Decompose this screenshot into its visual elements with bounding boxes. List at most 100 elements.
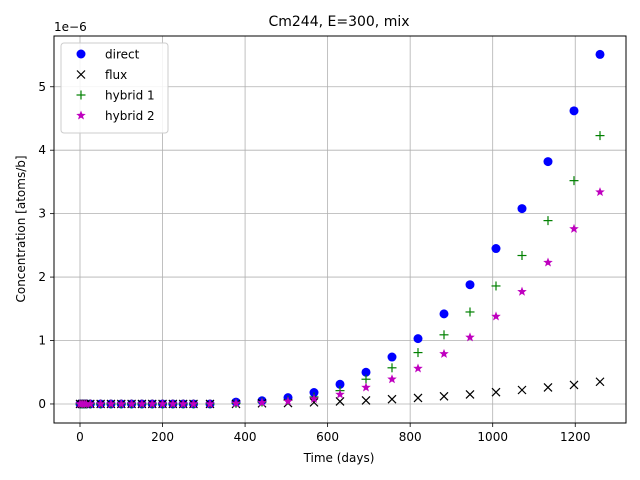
data-point-hybrid-2	[81, 398, 91, 409]
x-stroke	[361, 396, 371, 405]
y-tick-label: 4	[38, 143, 46, 157]
x-stroke	[309, 397, 319, 407]
data-point-hybrid-2	[106, 398, 116, 409]
legend-entry-hybrid-2: hybrid 2	[76, 109, 155, 123]
data-point-hybrid-2	[205, 398, 215, 409]
data-point-hybrid-1	[413, 348, 423, 358]
series-hybrid-2	[75, 187, 605, 409]
x-stroke	[595, 377, 605, 387]
x-axis-ticks: 0 200 400 600 800 1000 1200	[76, 423, 591, 444]
data-point-hybrid-2	[231, 398, 241, 408]
data-point-flux	[335, 397, 345, 406]
x-stroke	[387, 394, 397, 404]
data-point-hybrid-2	[309, 393, 319, 403]
x-tick-label: 200	[151, 430, 174, 444]
data-point-direct	[361, 367, 371, 377]
data-point-hybrid-2	[157, 398, 168, 409]
data-point-hybrid-2	[95, 398, 106, 409]
data-point-hybrid-2	[595, 187, 605, 197]
data-point-hybrid-1	[595, 131, 605, 141]
legend-box	[60, 42, 169, 134]
data-point-direct	[335, 379, 345, 389]
data-point-flux	[543, 383, 553, 392]
y-tick-label: 0	[38, 397, 46, 411]
legend-marker-hybrid-1	[76, 90, 86, 100]
data-point-hybrid-2	[178, 398, 188, 409]
data-point-hybrid-2	[465, 332, 475, 342]
legend-marker-hybrid-2	[76, 110, 86, 120]
data-point-hybrid-2	[147, 398, 157, 409]
x-stroke	[517, 385, 527, 395]
data-point-direct	[595, 49, 605, 59]
legend-label-hybrid-1: hybrid 1	[105, 89, 155, 103]
data-point-direct	[491, 244, 501, 254]
data-point-hybrid-2	[543, 257, 553, 267]
x-stroke	[439, 391, 449, 401]
data-point-hybrid-2	[361, 382, 371, 392]
data-point-flux	[569, 380, 579, 390]
data-point-direct	[543, 157, 553, 167]
legend-marker-direct	[76, 49, 86, 59]
data-point-direct	[387, 352, 397, 362]
data-point-hybrid-2	[116, 398, 127, 409]
data-point-hybrid-1	[517, 251, 527, 261]
y-tick-label: 1	[38, 334, 46, 348]
x-tick-label: 800	[399, 430, 422, 444]
data-point-flux	[465, 390, 475, 399]
data-point-hybrid-2	[517, 286, 527, 296]
legend-entry-hybrid-1: hybrid 1	[76, 89, 155, 103]
legend-entry-direct: direct	[76, 48, 140, 62]
data-point-hybrid-1	[569, 176, 579, 186]
legend-label-flux: flux	[105, 68, 127, 82]
data-point-direct	[517, 204, 527, 214]
data-point-direct	[413, 334, 423, 344]
x-stroke	[491, 387, 501, 397]
data-point-hybrid-1	[387, 363, 397, 373]
data-point-flux	[517, 385, 527, 395]
data-point-hybrid-2	[257, 397, 267, 407]
x-stroke	[76, 70, 86, 79]
data-point-direct	[465, 280, 475, 290]
x-tick-label: 1200	[560, 430, 591, 444]
legend: direct flux hybrid 1 hybrid 2	[60, 42, 169, 134]
x-tick-label: 600	[316, 430, 339, 444]
data-point-hybrid-2	[137, 398, 147, 409]
legend-label-direct: direct	[105, 48, 140, 62]
data-point-hybrid-2	[387, 374, 397, 384]
data-point-flux	[413, 393, 423, 403]
data-point-hybrid-1	[361, 374, 371, 384]
plot-frame	[53, 35, 627, 424]
data-point-flux	[387, 394, 397, 404]
data-point-direct	[439, 309, 449, 319]
data-point-hybrid-2	[413, 363, 423, 373]
data-point-hybrid-2	[126, 398, 137, 409]
data-point-hybrid-2	[335, 389, 345, 399]
y-axis-offset-label: 1e−6	[54, 20, 87, 34]
y-axis-ticks: 0 1 2 3 4 5	[38, 80, 54, 411]
data-point-hybrid-2	[491, 311, 501, 321]
legend-label-hybrid-2: hybrid 2	[105, 109, 155, 123]
data-point-hybrid-2	[85, 398, 96, 409]
x-stroke	[543, 383, 553, 392]
y-tick-label: 5	[38, 80, 46, 94]
data-markers	[75, 49, 605, 409]
data-point-direct	[569, 106, 579, 116]
data-point-hybrid-2	[569, 223, 579, 233]
legend-entry-flux: flux	[76, 68, 127, 82]
data-point-flux	[439, 391, 449, 401]
x-stroke	[465, 390, 475, 399]
legend-marker-flux	[76, 70, 86, 79]
data-point-hybrid-2	[283, 396, 293, 406]
x-tick-label: 0	[76, 430, 84, 444]
data-point-hybrid-1	[465, 307, 475, 317]
x-stroke	[335, 397, 345, 406]
data-point-hybrid-1	[543, 216, 553, 226]
data-point-hybrid-2	[188, 398, 199, 409]
x-stroke	[569, 380, 579, 390]
chart-title: Cm244, E=300, mix	[268, 14, 409, 30]
data-point-hybrid-2	[168, 398, 178, 409]
y-tick-label: 2	[38, 270, 46, 284]
data-point-hybrid-1	[491, 281, 501, 291]
data-point-flux	[595, 377, 605, 387]
